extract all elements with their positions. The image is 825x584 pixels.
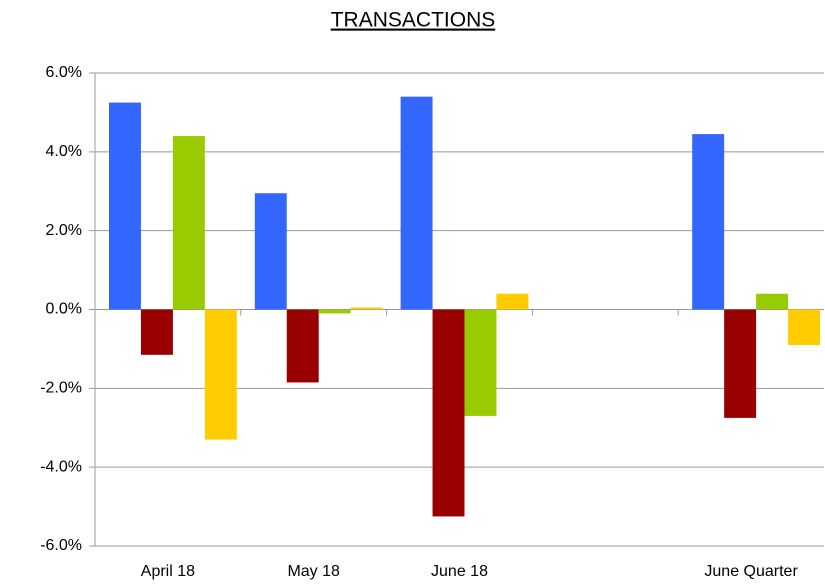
bar	[788, 309, 820, 345]
bar	[464, 309, 497, 416]
bar	[254, 193, 287, 310]
x-tick-label: June Quarter	[704, 563, 798, 580]
bar	[692, 134, 725, 310]
bar	[204, 309, 237, 440]
y-tick-label: 2.0%	[46, 222, 82, 239]
bar	[172, 136, 205, 310]
x-tick-label: May 18	[287, 563, 340, 580]
bar	[109, 102, 141, 310]
y-tick-label: -6.0%	[40, 537, 82, 554]
bar	[140, 309, 173, 355]
y-tick-label: 4.0%	[46, 143, 82, 160]
bar	[724, 309, 757, 418]
y-tick-label: -4.0%	[40, 458, 82, 475]
bar	[286, 309, 319, 383]
y-tick-label: -2.0%	[40, 380, 82, 397]
x-tick-label: April 18	[141, 563, 195, 580]
y-tick-label: 0.0%	[46, 301, 82, 318]
bar	[756, 293, 789, 310]
x-tick-label: June 18	[431, 563, 488, 580]
bar	[350, 307, 383, 310]
chart-title: TRANSACTIONS	[331, 9, 496, 32]
bar	[318, 309, 351, 314]
bar	[496, 293, 529, 310]
bar	[400, 96, 433, 310]
bar	[432, 309, 465, 517]
y-tick-label: 6.0%	[46, 64, 82, 81]
